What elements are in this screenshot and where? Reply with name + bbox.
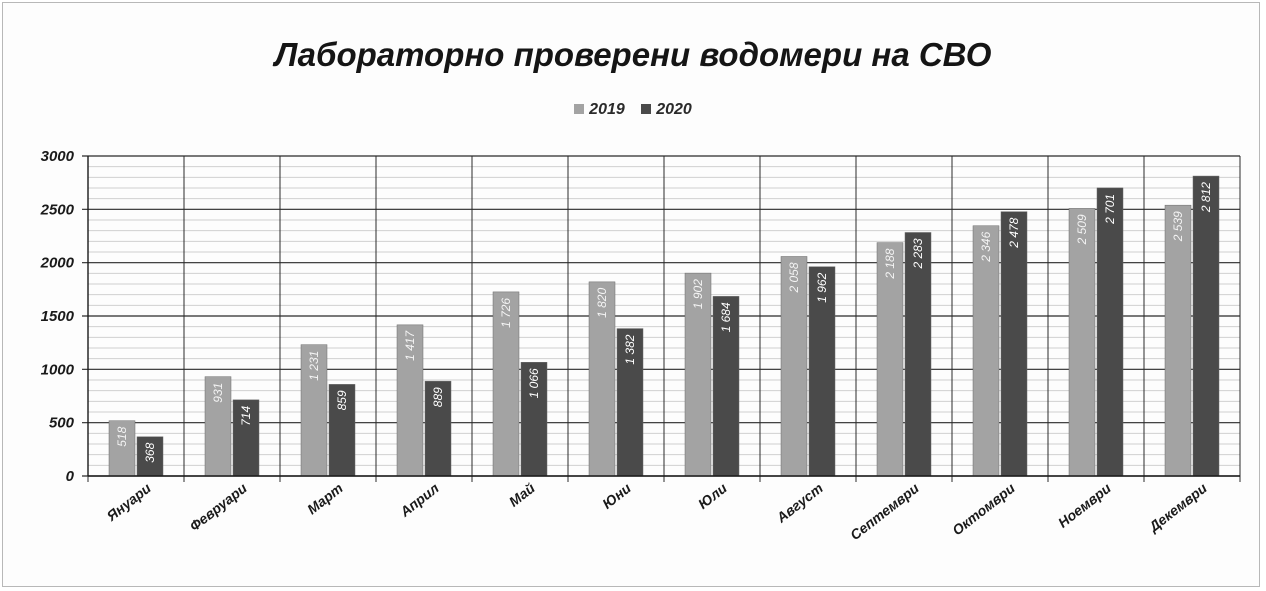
data-label-2020: 368	[143, 442, 157, 462]
data-label-2019: 1 726	[499, 298, 513, 328]
legend: 2019 2020	[0, 101, 1266, 119]
x-tick-label: Януари	[103, 479, 154, 524]
y-tick-label: 500	[49, 415, 75, 432]
x-tick-label: Юли	[695, 479, 730, 511]
y-tick-label: 3000	[41, 148, 75, 165]
bar-2020	[136, 436, 164, 477]
bar-2019	[108, 420, 136, 477]
data-label-2019: 2 539	[1171, 211, 1185, 242]
legend-item-2019: 2019	[574, 101, 625, 119]
data-label-2020: 1 684	[719, 302, 733, 332]
legend-label-2019: 2019	[589, 101, 625, 118]
y-tick-label: 0	[66, 468, 75, 485]
data-label-2019: 518	[115, 426, 129, 446]
data-label-2020: 2 812	[1199, 182, 1213, 213]
data-label-2020: 1 066	[527, 368, 541, 398]
bar-2019	[876, 242, 904, 477]
bar-2020	[520, 362, 548, 477]
legend-label-2020: 2020	[656, 101, 692, 118]
data-label-2019: 2 346	[979, 231, 993, 262]
x-tick-label: Юни	[599, 479, 634, 511]
bar-2020	[1096, 187, 1124, 477]
x-tick-label: Септември	[847, 479, 922, 543]
x-tick-label: Октомври	[949, 479, 1018, 538]
legend-swatch-2019	[574, 104, 585, 114]
data-label-2019: 1 417	[403, 330, 417, 361]
bar-2020	[712, 296, 740, 477]
bar-2019	[780, 256, 808, 477]
bar-2020	[424, 380, 452, 477]
data-label-2019: 2 058	[787, 262, 801, 293]
data-label-2020: 2 478	[1007, 217, 1021, 248]
bar-2019	[492, 291, 520, 477]
bar-2020	[328, 384, 356, 477]
data-label-2020: 859	[335, 390, 349, 410]
data-label-2019: 1 902	[691, 279, 705, 309]
bar-2020	[1192, 175, 1220, 477]
bar-2020	[1000, 211, 1028, 477]
bar-2019	[1068, 208, 1096, 477]
x-tick-label: Декември	[1145, 479, 1210, 535]
bar-2019	[684, 272, 712, 477]
x-tick-label: Август	[773, 480, 826, 527]
data-label-2020: 889	[431, 387, 445, 407]
data-label-2019: 1 820	[595, 288, 609, 318]
x-tick-label: Март	[304, 480, 346, 518]
x-tick-label: Февруари	[186, 479, 250, 534]
legend-swatch-2020	[641, 104, 652, 114]
y-tick-label: 1000	[41, 361, 75, 378]
y-tick-label: 2000	[40, 255, 75, 272]
bar-2019	[972, 225, 1000, 477]
x-tick-label: Май	[506, 479, 538, 509]
x-tick-label: Април	[396, 480, 442, 521]
data-label-2019: 2 188	[883, 248, 897, 279]
data-label-2019: 2 509	[1075, 214, 1089, 245]
x-tick-label: Ноември	[1055, 479, 1114, 530]
chart-title: Лабораторно проверени водомери на СВО	[274, 36, 992, 73]
bar-2020	[904, 232, 932, 477]
data-label-2020: 2 283	[911, 238, 925, 269]
y-tick-label: 1500	[41, 308, 75, 325]
legend-item-2020: 2020	[641, 101, 692, 119]
bar-2020	[616, 328, 644, 477]
data-label-2019: 1 231	[307, 351, 321, 381]
bar-2019	[396, 324, 424, 477]
data-label-2020: 1 382	[623, 334, 637, 364]
data-label-2019: 931	[211, 383, 225, 403]
data-label-2020: 1 962	[815, 272, 829, 302]
bar-2019	[1164, 204, 1192, 477]
data-label-2020: 714	[239, 406, 253, 426]
bar-2020	[808, 266, 836, 477]
data-label-2020: 2 701	[1103, 194, 1117, 225]
y-tick-label: 2500	[40, 201, 75, 218]
